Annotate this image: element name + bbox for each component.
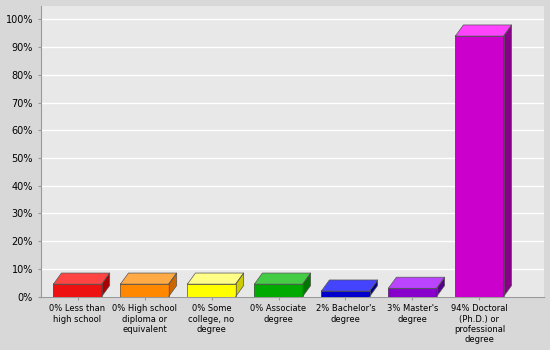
Polygon shape [437,277,444,296]
Polygon shape [321,291,370,296]
Polygon shape [388,288,437,296]
Polygon shape [455,36,504,296]
Polygon shape [188,273,244,284]
Polygon shape [102,273,109,296]
Polygon shape [321,280,378,291]
Polygon shape [120,273,177,284]
Polygon shape [302,273,311,296]
Polygon shape [388,277,444,288]
Polygon shape [53,273,109,284]
Polygon shape [255,273,311,284]
Polygon shape [169,273,177,296]
Polygon shape [455,25,512,36]
Polygon shape [188,284,235,296]
Polygon shape [504,25,512,296]
Polygon shape [370,280,378,296]
Polygon shape [235,273,244,296]
Polygon shape [120,284,169,296]
Polygon shape [53,284,102,296]
Polygon shape [255,284,302,296]
